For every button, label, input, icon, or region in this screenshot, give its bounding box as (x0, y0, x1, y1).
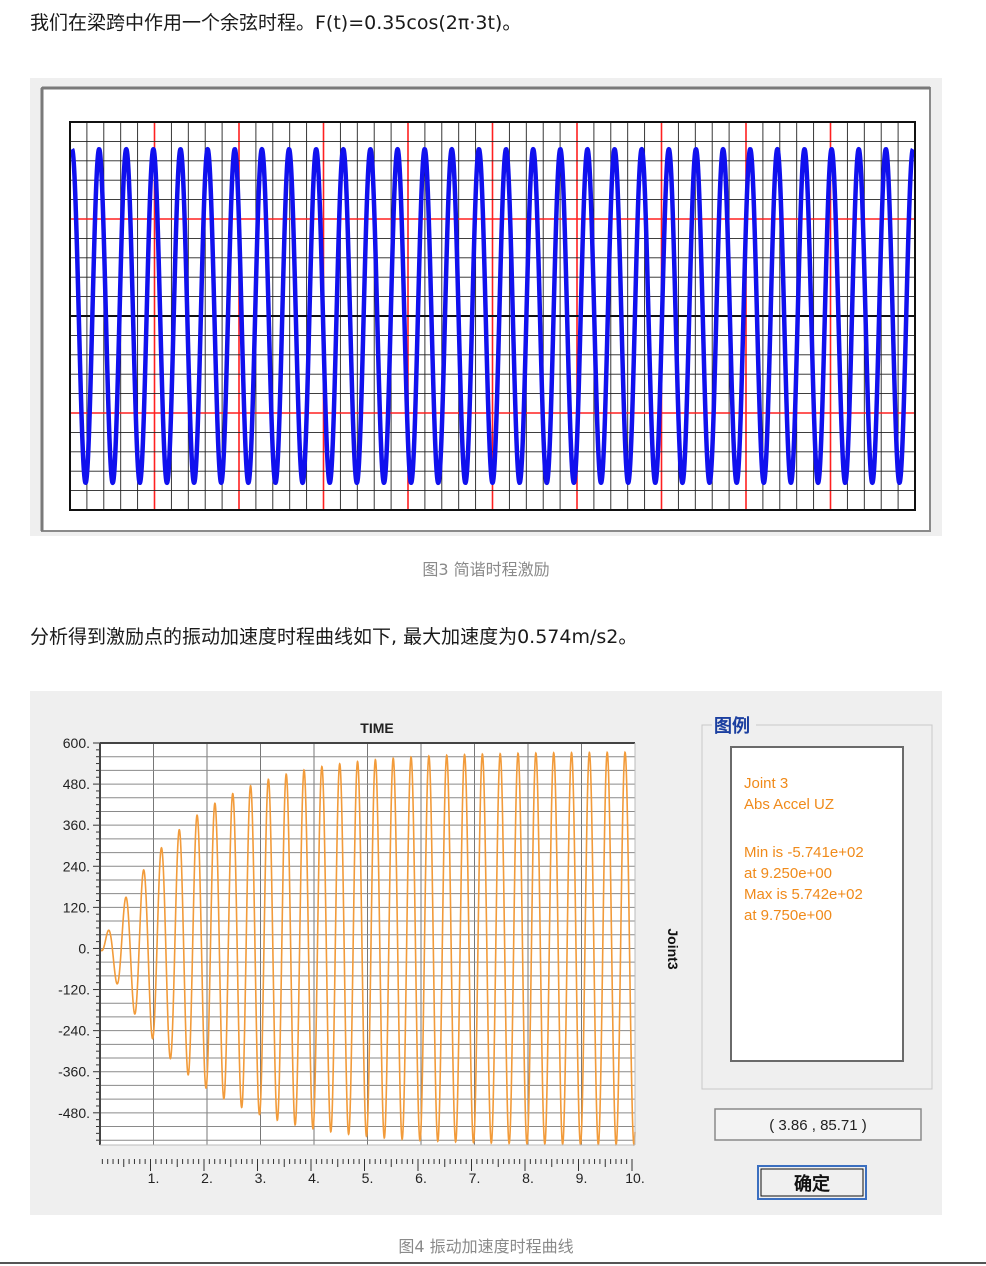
y-tick-label: 120. (63, 899, 90, 915)
intro-paragraph: 我们在梁跨中作用一个余弦时程。F(t)=0.35cos(2π·3t)。 (30, 12, 522, 34)
y-tick-label: 0. (78, 940, 90, 956)
y-axis-label: Joint3 (665, 928, 681, 969)
y-tick-label: -240. (58, 1023, 90, 1039)
y-tick-label: 360. (63, 817, 90, 833)
x-tick-label: 9. (576, 1170, 588, 1186)
accel-series-path (99, 750, 636, 1147)
y-tick-label: -120. (58, 982, 90, 998)
coord-readout: ( 3.86 , 85.71 ) (769, 1117, 867, 1134)
legend-line: Min is -5.741e+02 (744, 844, 864, 861)
legend-line: Abs Accel UZ (744, 796, 834, 813)
y-tick-label: 600. (63, 735, 90, 751)
excitation-wave (70, 146, 915, 486)
y-tick-label: -480. (58, 1105, 90, 1121)
x-tick-label: 3. (255, 1170, 267, 1186)
y-tick-labels: 600. 480. 360. 240. 120. 0. -120. -240. -360. -48… (58, 735, 100, 1141)
legend-text: Joint 3 Abs Accel UZ Min is -5.741e+02 a… (744, 775, 864, 924)
x-tick-label: 6. (415, 1170, 427, 1186)
result-paragraph: 分析得到激励点的振动加速度时程曲线如下, 最大加速度为0.574m/s2。 (30, 626, 638, 648)
coord-readout-box (714, 1108, 922, 1141)
legend-line: at 9.250e+00 (744, 865, 832, 882)
legend-box (730, 746, 904, 1062)
legend-title: 图例 (714, 715, 750, 736)
ok-button-label: 确定 (794, 1173, 830, 1194)
x-tick-labels: 1. 2. 3. 4. 5. 6. 7. 8. 9. 10. (101, 1159, 645, 1186)
figure3-caption: 图3 简谐时程激励 (422, 560, 550, 579)
legend-group (701, 724, 933, 1090)
figure4-caption: 图4 振动加速度时程曲线 (398, 1237, 574, 1256)
chart-title: TIME (360, 720, 393, 736)
y-tick-label: 240. (63, 858, 90, 874)
bottom-divider (0, 1262, 986, 1264)
x-tick-label: 5. (362, 1170, 374, 1186)
legend-line: Joint 3 (744, 775, 788, 792)
legend-line: at 9.750e+00 (744, 907, 832, 924)
ok-button[interactable]: 确定 (757, 1165, 867, 1200)
x-tick-label: 10. (625, 1170, 644, 1186)
harmonic-excitation-chart (40, 86, 931, 532)
x-tick-label: 1. (148, 1170, 160, 1186)
accel-series-line (99, 750, 636, 1147)
harmonic-excitation-figure (30, 78, 942, 536)
x-tick-label: 2. (201, 1170, 213, 1186)
excitation-plot-frame (69, 121, 916, 511)
acceleration-chart: TIME 600. 480. 360. 240. 120. 0. -120. -240. -36… (58, 715, 933, 1200)
legend-line: Max is 5.742e+02 (744, 886, 863, 903)
excitation-series-line (70, 146, 915, 486)
x-tick-label: 7. (469, 1170, 481, 1186)
acceleration-figure: TIME 600. 480. 360. 240. 120. 0. -120. -240. -36… (30, 691, 942, 1215)
x-tick-label: 4. (308, 1170, 320, 1186)
y-tick-label: -360. (58, 1064, 90, 1080)
x-tick-label: 8. (522, 1170, 534, 1186)
y-tick-label: 480. (63, 776, 90, 792)
